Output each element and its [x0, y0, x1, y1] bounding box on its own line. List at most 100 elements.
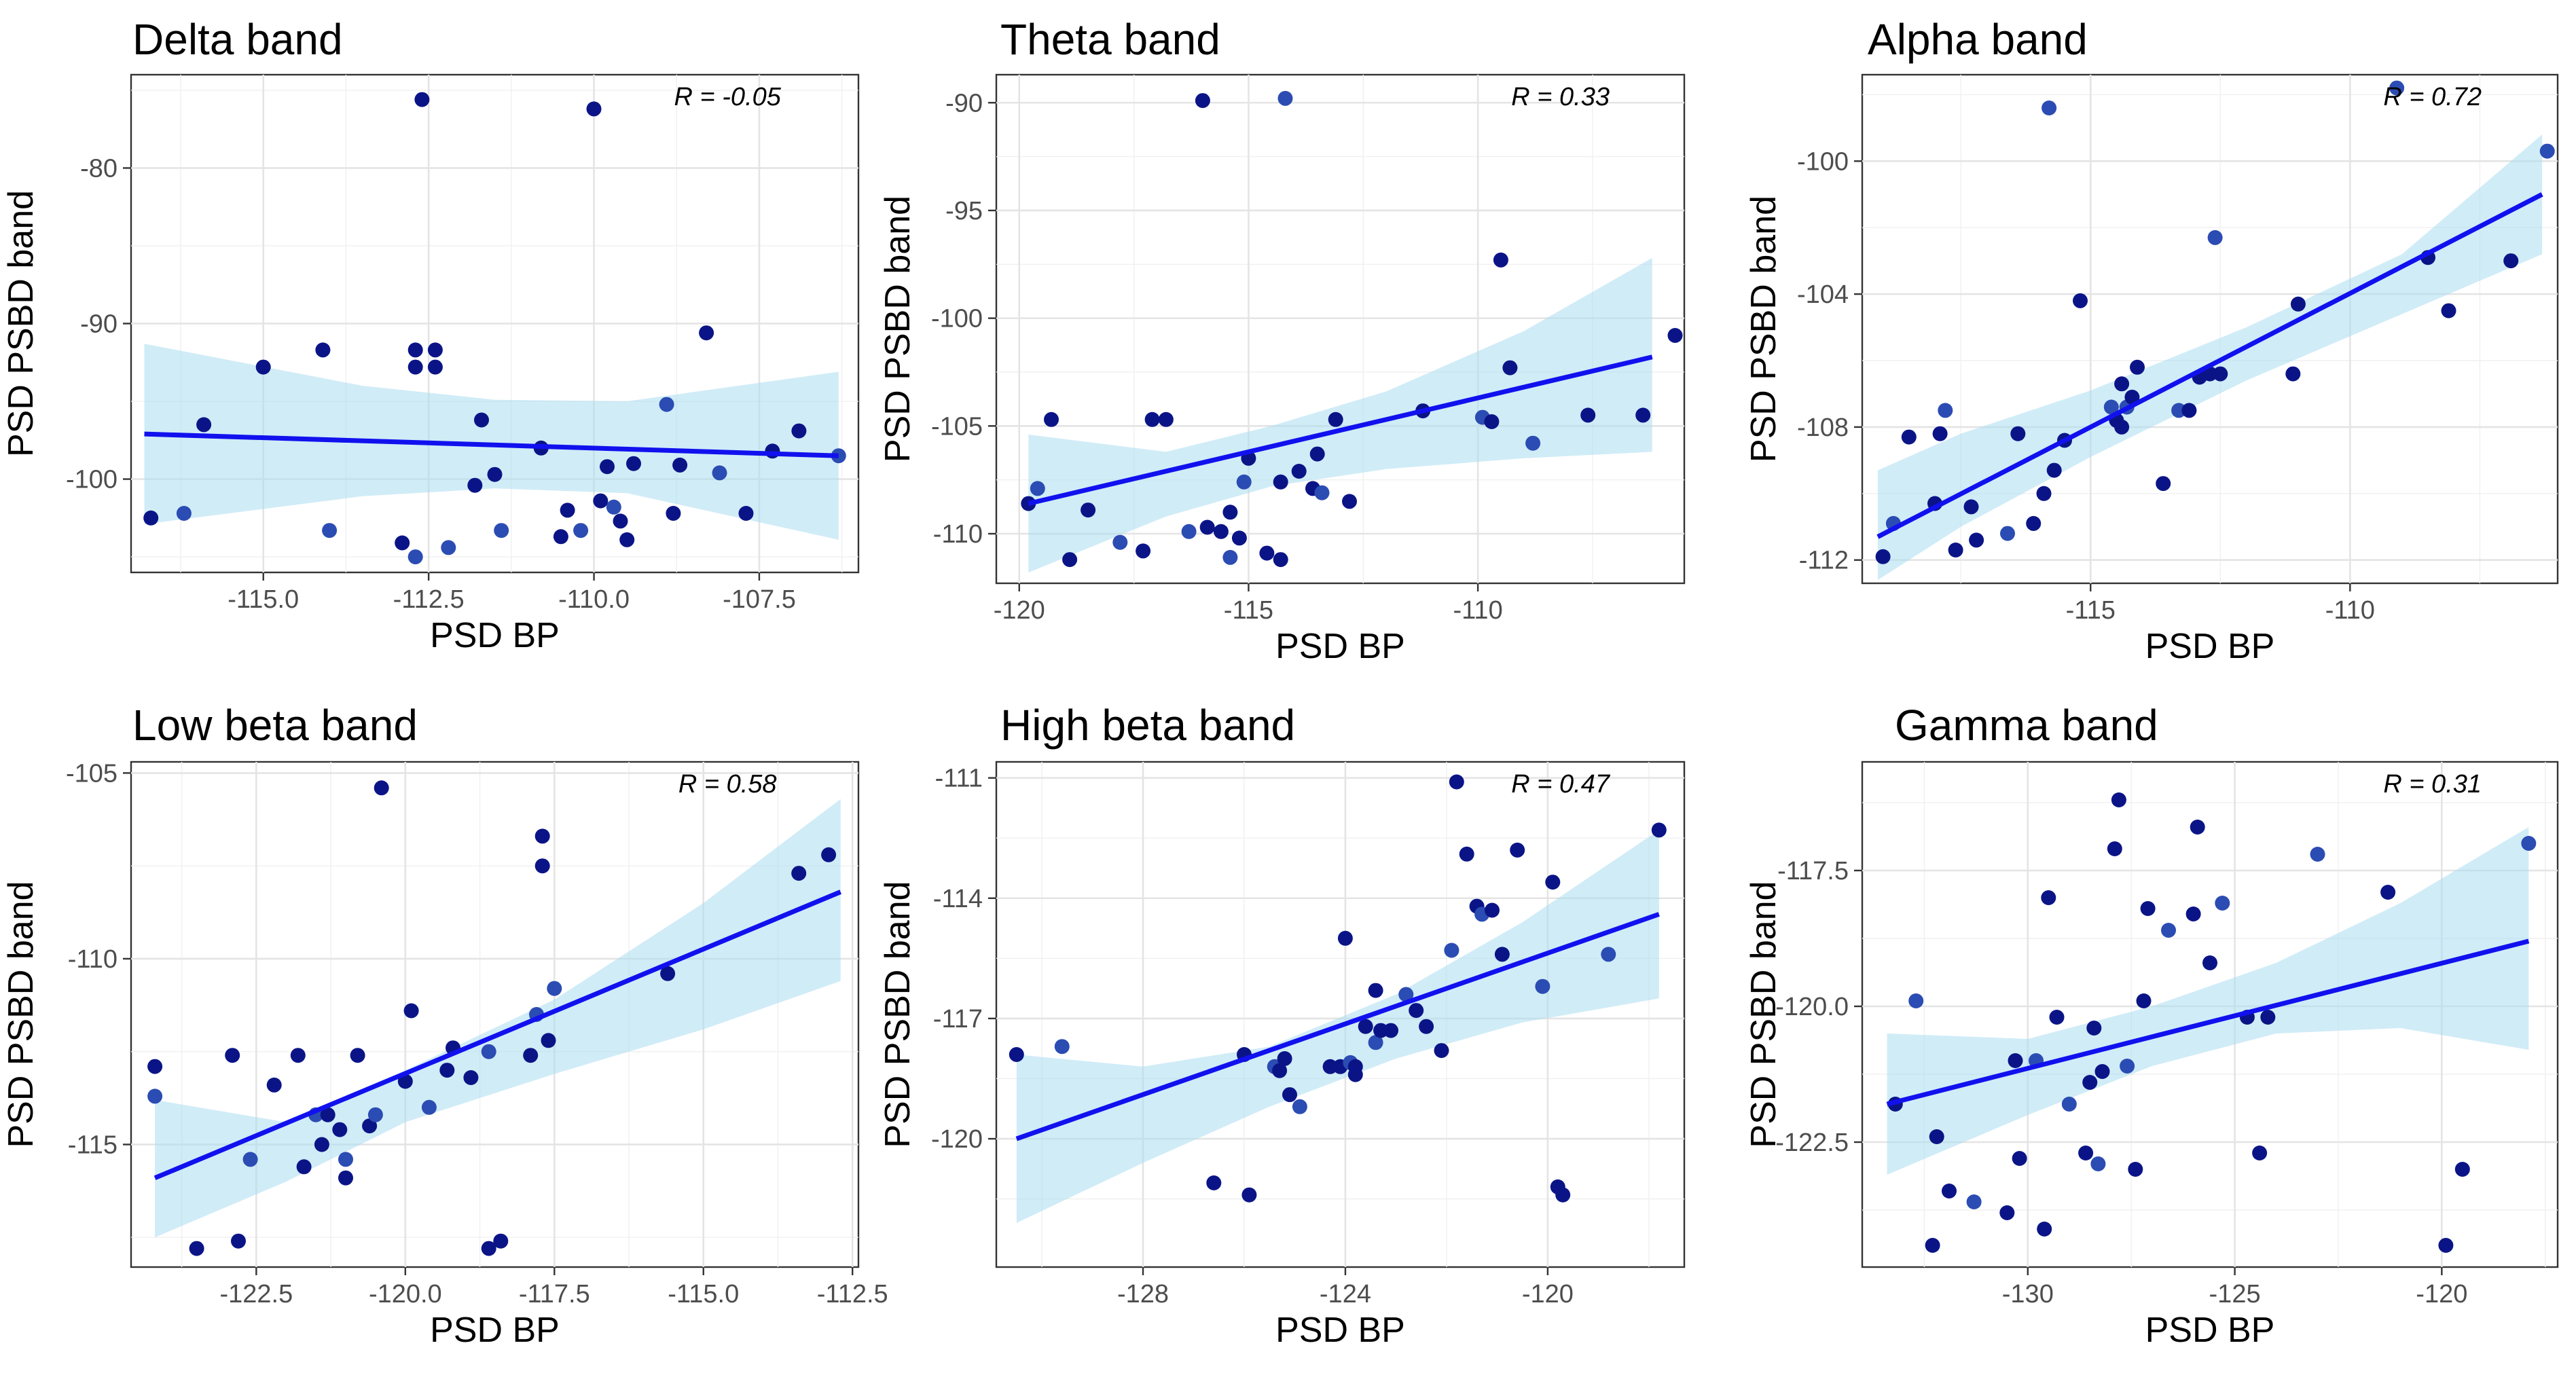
- low-beta-band-point: [493, 1233, 509, 1249]
- delta-band-point: [474, 412, 489, 428]
- delta-band-correlation-label: R = -0.05: [674, 83, 782, 111]
- low-beta-band-point: [242, 1152, 258, 1167]
- low-beta-band-point: [523, 1048, 539, 1063]
- delta-band-regression-line: [144, 431, 839, 458]
- high-beta-band-point: [1601, 947, 1616, 962]
- theta-band-x-axis-title: PSD BP: [1275, 627, 1405, 666]
- gamma-band-x-tick-label: -125: [2209, 1280, 2261, 1308]
- high-beta-band-point: [1459, 846, 1474, 862]
- alpha-band-point: [2290, 296, 2306, 312]
- theta-band-correlation-label: R = 0.33: [1511, 83, 1610, 111]
- alpha-band-point: [2010, 426, 2026, 441]
- alpha-band-point: [2503, 253, 2519, 269]
- delta-band-point: [407, 549, 423, 565]
- high-beta-band-point: [1347, 1059, 1363, 1074]
- gamma-band-point: [2521, 836, 2537, 851]
- gamma-band-point: [2107, 841, 2122, 856]
- low-beta-band-correlation-label: R = 0.58: [678, 770, 777, 799]
- high-beta-band-y-tick-label: -111: [935, 765, 983, 793]
- high-beta-band-point: [1434, 1043, 1449, 1059]
- gamma-band-y-tick-label: -120.0: [1775, 993, 1849, 1021]
- gamma-band-point: [2008, 1053, 2023, 1068]
- alpha-band-x-tick-label: -110: [2325, 596, 2375, 625]
- low-beta-band-point: [290, 1048, 306, 1063]
- low-beta-band-point: [403, 1003, 419, 1019]
- gamma-band-point: [2012, 1151, 2027, 1166]
- theta-band-point: [1231, 530, 1247, 546]
- delta-band-point: [666, 506, 681, 521]
- alpha-band-point: [2103, 399, 2119, 415]
- delta-band-point: [553, 529, 568, 545]
- theta-band-point: [1502, 360, 1518, 376]
- gamma-band-correlation-label: R = 0.31: [2383, 770, 2482, 799]
- low-beta-band-point: [421, 1099, 437, 1115]
- gamma-band-point: [2086, 1021, 2102, 1036]
- alpha-band-point: [2285, 366, 2301, 382]
- alpha-band-point: [2171, 403, 2187, 418]
- alpha-band-x-tick-label: -115: [2066, 596, 2116, 625]
- delta-band-x-axis-title: PSD BP: [430, 616, 560, 655]
- alpha-band-point: [2046, 462, 2062, 478]
- theta-band-point: [1277, 90, 1293, 106]
- gamma-band-confidence-band: [1887, 827, 2529, 1175]
- alpha-band-y-tick-label: -108: [1797, 414, 1849, 442]
- gamma-band-point: [1966, 1194, 1982, 1209]
- high-beta-band-regression-line: [1015, 912, 1660, 1141]
- high-beta-band-point: [1398, 987, 1414, 1002]
- high-beta-band-point: [1337, 930, 1353, 946]
- gamma-band-y-axis-title: PSD PSBD band: [1744, 881, 1783, 1148]
- low-beta-band-point: [439, 1063, 455, 1078]
- low-beta-band-point: [791, 866, 807, 881]
- gamma-band-point: [2140, 901, 2156, 916]
- alpha-band-point: [2156, 476, 2171, 492]
- delta-band-point: [626, 456, 641, 471]
- low-beta-band-point: [338, 1170, 353, 1186]
- alpha-band-point: [1875, 549, 1891, 564]
- gamma-band-point: [2090, 1156, 2106, 1171]
- theta-band-content: [1021, 90, 1683, 573]
- alpha-band-content: [1875, 80, 2555, 581]
- low-beta-band-x-axis-title: PSD BP: [430, 1311, 560, 1350]
- alpha-band-point: [2000, 526, 2015, 541]
- gamma-band-panel: -130 -125 -120 -122.5 -120.0 -117.5 PSD BP PSD …: [1744, 701, 2559, 1350]
- theta-band-point: [1259, 545, 1275, 561]
- gamma-band-point: [2120, 1059, 2135, 1074]
- high-beta-band-plot-area: [995, 761, 1686, 1268]
- low-beta-band-point: [314, 1137, 329, 1152]
- delta-band-y-axis-title: PSD PSBD band: [1, 190, 41, 457]
- theta-band-point: [1273, 552, 1288, 568]
- high-beta-band-point: [1409, 1003, 1424, 1019]
- gamma-band-point: [2252, 1146, 2268, 1160]
- low-beta-band-point: [231, 1233, 246, 1249]
- high-beta-band-point: [1535, 978, 1550, 994]
- high-beta-band-x-tick-label: -128: [1117, 1280, 1169, 1308]
- gamma-band-point: [2078, 1146, 2094, 1160]
- high-beta-band-y-tick-label: -120: [931, 1125, 983, 1154]
- delta-band-point: [407, 359, 423, 375]
- theta-band-x-tick-label: -110: [1453, 596, 1502, 625]
- low-beta-band-regression-line: [153, 890, 842, 1180]
- high-beta-band-gridlines: [996, 762, 1684, 1267]
- alpha-band-y-tick-label: -112: [1799, 547, 1849, 575]
- theta-band-point: [1062, 552, 1078, 568]
- alpha-band-y-tick-label: -100: [1797, 147, 1849, 176]
- low-beta-band-point: [147, 1088, 163, 1104]
- theta-band-y-tick-label: -100: [931, 305, 983, 333]
- gamma-band-point: [2190, 820, 2205, 835]
- low-beta-band-point: [350, 1048, 365, 1063]
- high-beta-band-point: [1444, 942, 1459, 958]
- theta-band-y-tick-label: -90: [945, 89, 983, 117]
- low-beta-band-point: [534, 828, 550, 844]
- theta-band-title: Theta band: [1000, 15, 1220, 64]
- high-beta-band-content: [1009, 774, 1667, 1223]
- high-beta-band-panel: -128 -124 -120 -120 -117 -114 -111 PSD BP PSD PS…: [878, 701, 1686, 1350]
- delta-band-point: [831, 448, 846, 464]
- low-beta-band-y-axis-title: PSD PSBD band: [1, 881, 41, 1148]
- theta-band-y-axis-title: PSD PSBD band: [878, 196, 918, 462]
- theta-band-panel: -120 -115 -110 -110 -105 -100 -95 -90 PSD BP PSD …: [878, 15, 1686, 666]
- gamma-band-point: [2041, 890, 2056, 905]
- alpha-band-point: [1969, 532, 1984, 548]
- low-beta-band-point: [463, 1070, 479, 1085]
- alpha-band-point: [2073, 293, 2088, 308]
- low-beta-band-x-tick-label: -122.5: [219, 1280, 293, 1308]
